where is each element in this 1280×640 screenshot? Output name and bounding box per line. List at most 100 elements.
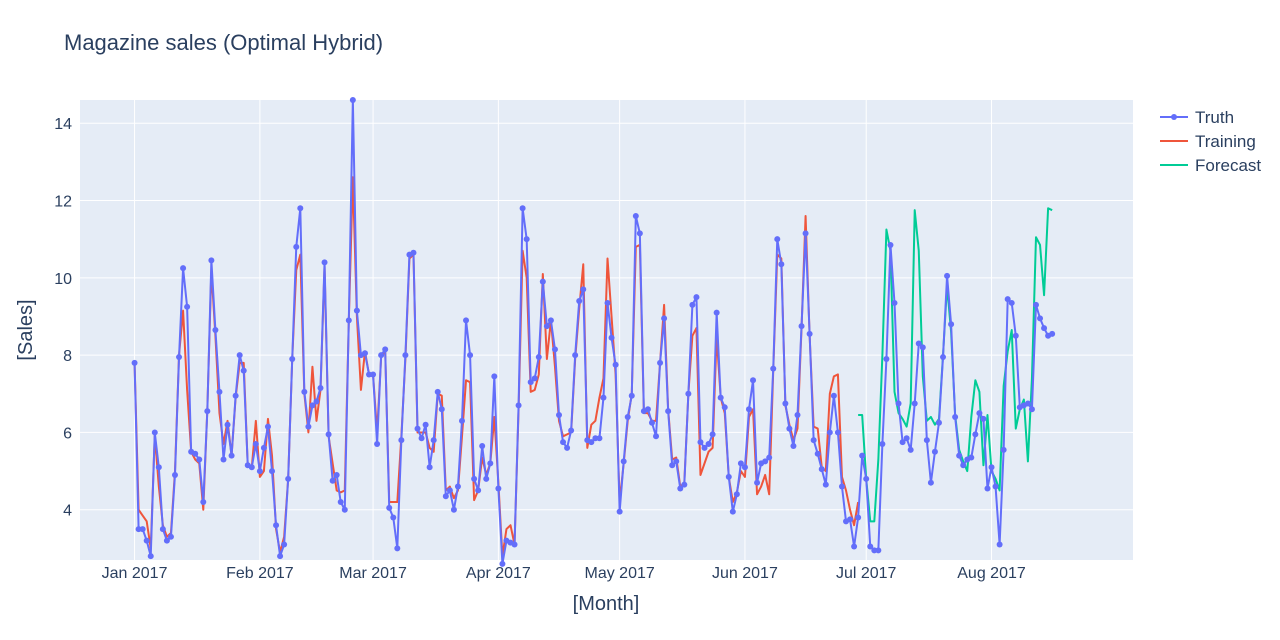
truth-point [1028,406,1035,413]
truth-point [519,205,526,212]
legend-label: Training [1195,132,1256,151]
truth-point [410,249,417,256]
truth-point [471,475,478,482]
truth-point [543,323,550,330]
truth-point [1000,446,1007,453]
truth-point [802,230,809,237]
truth-point [717,394,724,401]
truth-point [794,412,801,419]
truth-point [475,487,482,494]
truth-point [648,419,655,426]
truth-point [806,330,813,337]
legend-marker [1171,114,1177,120]
legend-item-forecast[interactable]: Forecast [1160,156,1261,175]
truth-point [899,439,906,446]
y-tick-label: 10 [54,271,72,288]
truth-point [560,439,567,446]
truth-point [527,379,534,386]
truth-point [693,294,700,301]
truth-point [705,441,712,448]
truth-point [729,508,736,515]
truth-point [956,452,963,459]
truth-point [855,514,862,521]
truth-point [430,437,437,444]
truth-point [883,355,890,362]
truth-point [240,367,247,374]
truth-point [665,408,672,415]
truth-point [515,402,522,409]
truth-point [131,359,138,366]
truth-point [875,547,882,554]
legend-label: Forecast [1195,156,1261,175]
truth-point [317,384,324,391]
y-tick-label: 12 [54,194,72,211]
truth-point [264,423,271,430]
truth-point [838,483,845,490]
truth-point [325,431,332,438]
truth-point [184,303,191,310]
truth-point [847,516,854,523]
truth-point [741,464,748,471]
truth-point [491,373,498,380]
truth-series [131,97,1056,567]
truth-point [200,499,207,506]
truth-point [948,321,955,328]
truth-point [992,483,999,490]
truth-point [879,441,886,448]
truth-point [927,479,934,486]
truth-point [653,433,660,440]
truth-point [636,230,643,237]
truth-point [786,425,793,432]
truth-point [1024,400,1031,407]
x-tick-label: Jul 2017 [836,565,897,582]
truth-point [834,429,841,436]
y-axis-title: [Sales] [15,299,37,360]
truth-point [810,437,817,444]
truth-point [907,446,914,453]
truth-point [378,352,385,359]
truth-point [657,359,664,366]
truth-point [851,543,858,550]
truth-point [167,533,174,540]
truth-point [721,404,728,411]
truth-point [479,442,486,449]
truth-point [931,448,938,455]
truth-point [960,462,967,469]
truth-point [374,441,381,448]
truth-point [176,354,183,361]
truth-point [337,499,344,506]
truth-point [361,350,368,357]
x-axis-title: [Month] [573,593,640,615]
truth-point [220,456,227,463]
truth-point [285,475,292,482]
truth-point [143,537,150,544]
truth-point [774,236,781,243]
truth-point [147,553,154,560]
truth-point [903,435,910,442]
truth-point [547,317,554,324]
truth-point [612,361,619,368]
truth-point [204,408,211,415]
truth-point [608,334,615,341]
truth-point [867,543,874,550]
y-tick-label: 14 [54,116,72,133]
truth-point [1004,296,1011,303]
truth-point [673,458,680,465]
truth-point [782,400,789,407]
truth-point [418,435,425,442]
truth-point [370,371,377,378]
truth-point [535,354,542,361]
truth-point [887,241,894,248]
truth-point [531,375,538,382]
truth-point [604,299,611,306]
truth-point [180,265,187,272]
truth-point [442,493,449,500]
truth-point [689,301,696,308]
truth-point [826,429,833,436]
truth-point [588,439,595,446]
y-axis-ticks: 4 6 8 10 12 14 [54,116,72,520]
legend-item-training[interactable]: Training [1160,132,1256,151]
truth-point [1008,299,1015,306]
x-tick-label: May 2017 [585,565,655,582]
legend-item-truth[interactable]: Truth [1160,108,1234,127]
